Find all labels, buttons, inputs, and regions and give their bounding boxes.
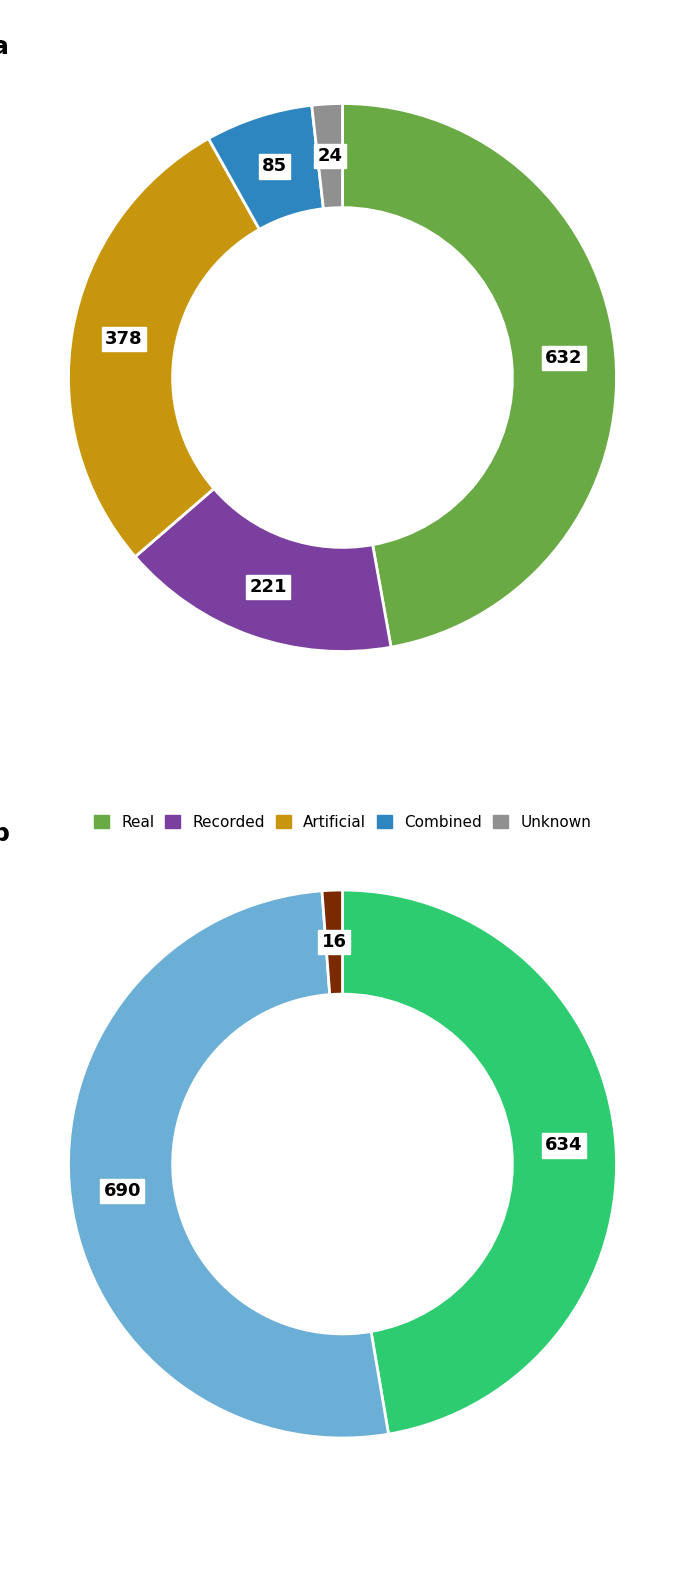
Wedge shape [312,104,342,209]
Text: 632: 632 [545,349,582,367]
Text: 221: 221 [250,577,287,596]
Wedge shape [342,104,616,647]
Text: 378: 378 [105,330,142,348]
Wedge shape [135,489,391,651]
Wedge shape [68,890,388,1438]
Text: 634: 634 [545,1136,582,1155]
Text: 16: 16 [322,933,347,952]
Text: b: b [0,821,10,846]
Text: 24: 24 [318,146,342,165]
Text: 85: 85 [262,157,287,175]
Wedge shape [68,138,260,557]
Wedge shape [208,105,323,230]
Legend: Real, Recorded, Artificial, Combined, Unknown: Real, Recorded, Artificial, Combined, Un… [88,809,597,835]
Wedge shape [342,890,616,1435]
Text: a: a [0,35,9,60]
Text: 690: 690 [103,1181,141,1200]
Wedge shape [322,890,342,994]
